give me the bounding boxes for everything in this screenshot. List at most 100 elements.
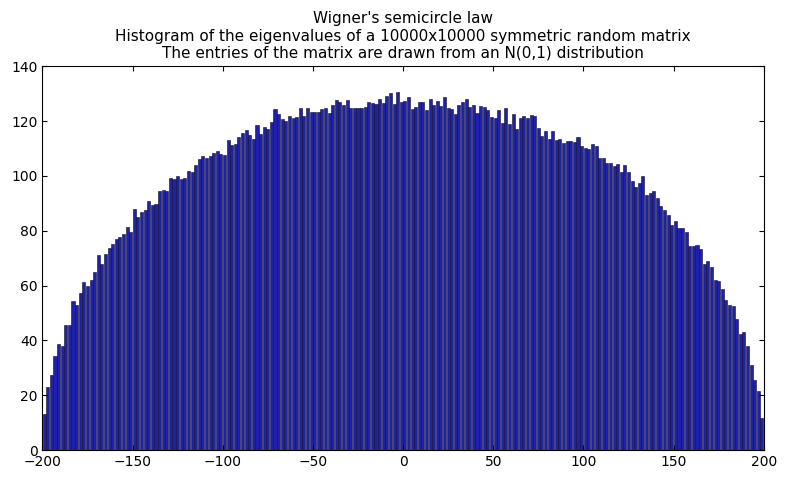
Bar: [594, 146, 597, 450]
Bar: [652, 191, 656, 450]
Bar: [317, 111, 320, 450]
Bar: [541, 135, 544, 450]
Bar: [706, 261, 709, 450]
Bar: [292, 118, 295, 450]
Bar: [418, 102, 421, 450]
Bar: [381, 103, 385, 450]
Bar: [374, 104, 377, 450]
Bar: [533, 116, 537, 450]
Bar: [97, 255, 100, 450]
Bar: [645, 195, 648, 450]
Bar: [75, 305, 78, 450]
Bar: [342, 105, 345, 450]
Bar: [54, 357, 57, 450]
Bar: [630, 181, 634, 450]
Bar: [230, 145, 233, 450]
Bar: [721, 289, 724, 450]
Bar: [331, 105, 334, 450]
Bar: [180, 179, 183, 450]
Bar: [169, 178, 172, 450]
Bar: [324, 108, 327, 450]
Bar: [303, 116, 306, 450]
Bar: [227, 141, 229, 450]
Bar: [310, 112, 313, 450]
Bar: [414, 108, 417, 450]
Bar: [660, 206, 663, 450]
Bar: [559, 139, 562, 450]
Bar: [90, 280, 92, 450]
Bar: [151, 205, 154, 450]
Bar: [692, 246, 695, 450]
Bar: [497, 109, 500, 450]
Bar: [678, 228, 681, 450]
Bar: [125, 227, 128, 450]
Bar: [107, 248, 110, 450]
Bar: [403, 101, 407, 450]
Bar: [612, 167, 615, 450]
Bar: [587, 149, 590, 450]
Bar: [436, 101, 439, 450]
Bar: [714, 280, 716, 450]
Bar: [703, 264, 706, 450]
Bar: [122, 234, 125, 450]
Bar: [115, 239, 118, 450]
Bar: [548, 139, 551, 450]
Bar: [663, 210, 666, 450]
Bar: [111, 244, 114, 450]
Bar: [363, 107, 366, 450]
Bar: [454, 114, 457, 450]
Bar: [637, 183, 641, 450]
Bar: [483, 107, 485, 450]
Bar: [266, 129, 269, 450]
Bar: [104, 254, 107, 450]
Bar: [591, 144, 594, 450]
Bar: [346, 100, 348, 450]
Bar: [281, 119, 284, 450]
Bar: [237, 137, 240, 450]
Bar: [475, 113, 478, 450]
Bar: [46, 386, 50, 450]
Bar: [598, 158, 601, 450]
Bar: [411, 109, 414, 450]
Title: Wigner's semicircle law
Histogram of the eigenvalues of a 10000x10000 symmetric : Wigner's semicircle law Histogram of the…: [115, 11, 691, 61]
Bar: [328, 113, 331, 450]
Bar: [522, 116, 526, 450]
Bar: [191, 172, 194, 450]
Bar: [173, 180, 176, 450]
Bar: [493, 118, 496, 450]
Bar: [742, 332, 745, 450]
Bar: [425, 110, 428, 450]
Bar: [577, 137, 579, 450]
Bar: [667, 216, 670, 450]
Bar: [486, 109, 489, 450]
Bar: [609, 163, 612, 450]
Bar: [685, 232, 688, 450]
Bar: [400, 102, 403, 450]
Bar: [65, 325, 67, 450]
Bar: [447, 108, 450, 450]
Bar: [641, 177, 645, 450]
Bar: [165, 191, 169, 450]
Bar: [385, 96, 388, 450]
Bar: [216, 151, 219, 450]
Bar: [537, 128, 540, 450]
Bar: [735, 319, 738, 450]
Bar: [500, 123, 504, 450]
Bar: [72, 301, 75, 450]
Bar: [519, 119, 522, 450]
Bar: [212, 153, 215, 450]
Bar: [313, 112, 316, 450]
Bar: [205, 158, 208, 450]
Bar: [461, 102, 464, 450]
Bar: [468, 107, 471, 450]
Bar: [61, 346, 64, 450]
Bar: [674, 220, 677, 450]
Bar: [422, 102, 425, 450]
Bar: [457, 105, 460, 450]
Bar: [392, 104, 396, 450]
Bar: [209, 156, 212, 450]
Bar: [479, 106, 482, 450]
Bar: [389, 94, 392, 450]
Bar: [50, 375, 53, 450]
Bar: [504, 108, 507, 450]
